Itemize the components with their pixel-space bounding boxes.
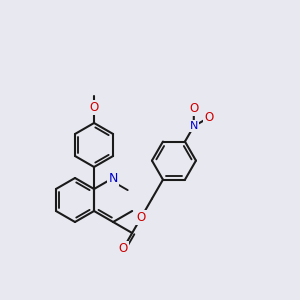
Text: O: O bbox=[189, 102, 199, 115]
Text: O: O bbox=[119, 242, 128, 255]
Text: O: O bbox=[205, 111, 214, 124]
Text: O: O bbox=[136, 211, 146, 224]
Text: N: N bbox=[190, 121, 198, 131]
Text: O: O bbox=[89, 101, 99, 114]
Text: N: N bbox=[108, 172, 118, 184]
